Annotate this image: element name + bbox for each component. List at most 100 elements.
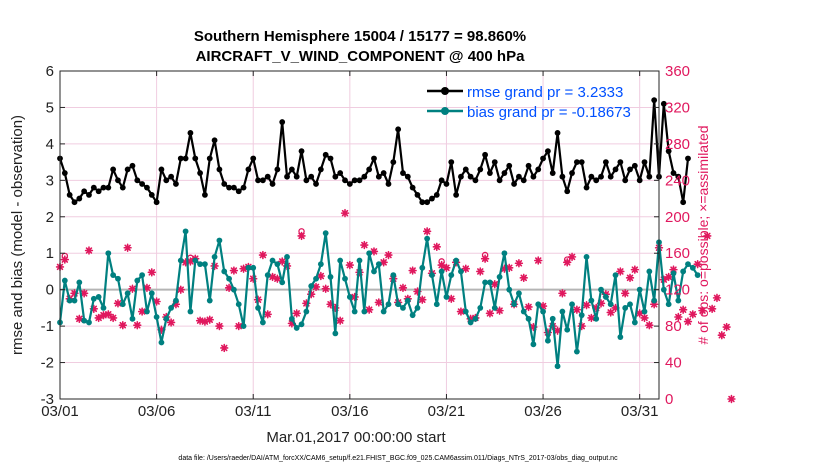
bias-point	[540, 308, 546, 315]
obs-assimilated-point	[224, 283, 234, 293]
bias-point	[583, 253, 590, 260]
bias-point	[163, 315, 170, 322]
bias-point	[612, 272, 619, 278]
rmse-point	[453, 192, 460, 198]
rmse-point	[573, 159, 580, 166]
rmse-point	[375, 173, 382, 180]
obs-assimilated-point	[645, 321, 654, 330]
obs-assimilated-point	[500, 264, 509, 273]
obs-assimilated-point	[563, 258, 572, 267]
rmse-point	[66, 192, 73, 198]
bias-point	[506, 286, 513, 293]
bias-point	[366, 250, 373, 257]
bias-point	[337, 257, 344, 264]
y-tick-label-left: 5	[46, 99, 54, 116]
rmse-point	[158, 166, 165, 173]
rmse-point	[293, 173, 300, 180]
bias-point	[371, 268, 377, 275]
obs-assimilated-point	[490, 280, 499, 289]
bias-point	[221, 268, 228, 275]
bias-point	[250, 264, 257, 271]
bias-point	[689, 264, 696, 271]
obs-assimilated-point	[678, 305, 688, 314]
bias-point	[593, 315, 600, 322]
y-tick-label-right: 0	[665, 391, 673, 408]
rmse-point	[602, 159, 609, 166]
bias-point	[269, 257, 276, 264]
bias-point	[516, 290, 522, 297]
bias-point	[535, 301, 542, 308]
obs-assimilated-point	[480, 254, 490, 263]
rmse-point	[148, 192, 155, 198]
obs-assimilated-point	[104, 310, 113, 319]
obs-assimilated-point	[712, 293, 722, 303]
bias-point	[395, 301, 402, 308]
rmse-point	[448, 159, 455, 166]
bias-point	[187, 308, 194, 315]
bias-point	[216, 237, 223, 244]
obs-assimilated-point	[567, 252, 577, 262]
obs-assimilated-point	[572, 305, 582, 314]
obs-assimilated-point	[369, 247, 379, 256]
bias-point	[90, 295, 97, 302]
bias-point	[144, 308, 150, 315]
rmse-point	[144, 184, 150, 191]
rmse-point	[351, 177, 358, 184]
rmse-point	[482, 151, 488, 158]
rmse-point	[390, 159, 397, 166]
obs-assimilated-point	[123, 243, 132, 252]
bias-point	[119, 301, 126, 308]
obs-assimilated-point	[263, 310, 272, 319]
bias-point	[680, 268, 687, 275]
x-tick-label: 03/26	[524, 403, 562, 420]
bias-point	[279, 279, 286, 286]
obs-assimilated-point	[239, 264, 248, 273]
rmse-series	[57, 97, 691, 206]
obs-assimilated-point	[384, 250, 393, 260]
legend-bias-marker	[441, 107, 449, 115]
bias-point	[641, 308, 648, 315]
bias-point	[448, 272, 455, 278]
bias-point	[544, 337, 551, 344]
bias-point	[100, 304, 107, 311]
bias-point	[240, 323, 247, 330]
bias-point	[202, 261, 208, 268]
obs-assimilated-point	[195, 316, 205, 325]
obs-assimilated-point	[350, 292, 359, 302]
x-axis-label: Mar.01,2017 00:00:00 start	[266, 429, 446, 446]
obs-assimilated-point	[335, 316, 345, 325]
bias-point	[530, 341, 537, 348]
bias-point	[578, 312, 585, 319]
bias-point	[105, 250, 112, 257]
bias-point	[235, 301, 242, 308]
rmse-point	[433, 192, 440, 198]
bias-point	[308, 283, 315, 289]
obs-assimilated-point	[94, 313, 103, 323]
obs-assimilated-point	[538, 301, 548, 311]
bias-point	[549, 315, 556, 322]
obs-assimilated-point	[664, 272, 673, 282]
rmse-point	[477, 166, 484, 173]
rmse-point	[622, 177, 629, 184]
bias-point	[95, 294, 102, 300]
obs-assimilated-point	[727, 394, 736, 404]
obs-assimilated-point	[355, 268, 364, 277]
obs-assimilated-point	[640, 313, 649, 323]
obs-assimilated-point	[524, 302, 533, 312]
axes: -3 -2 -1 0 1 2 3 4 5 6 0 40 80 120 160 200 240 280 320 360 0…	[41, 63, 690, 420]
y-tick-label-left: -3	[41, 391, 54, 408]
bias-point	[139, 272, 146, 278]
rmse-point	[385, 181, 392, 187]
obs-assimilated-point	[592, 303, 601, 313]
rmse-point	[429, 195, 435, 202]
bias-point	[124, 290, 131, 297]
obs-assimilated-point	[70, 289, 79, 298]
obs-assimilated-point	[461, 264, 470, 273]
rmse-point	[71, 199, 78, 206]
obs-assimilated-point	[717, 331, 726, 340]
rmse-point	[516, 173, 522, 180]
rmse-point	[129, 162, 136, 169]
rmse-point	[255, 177, 261, 184]
